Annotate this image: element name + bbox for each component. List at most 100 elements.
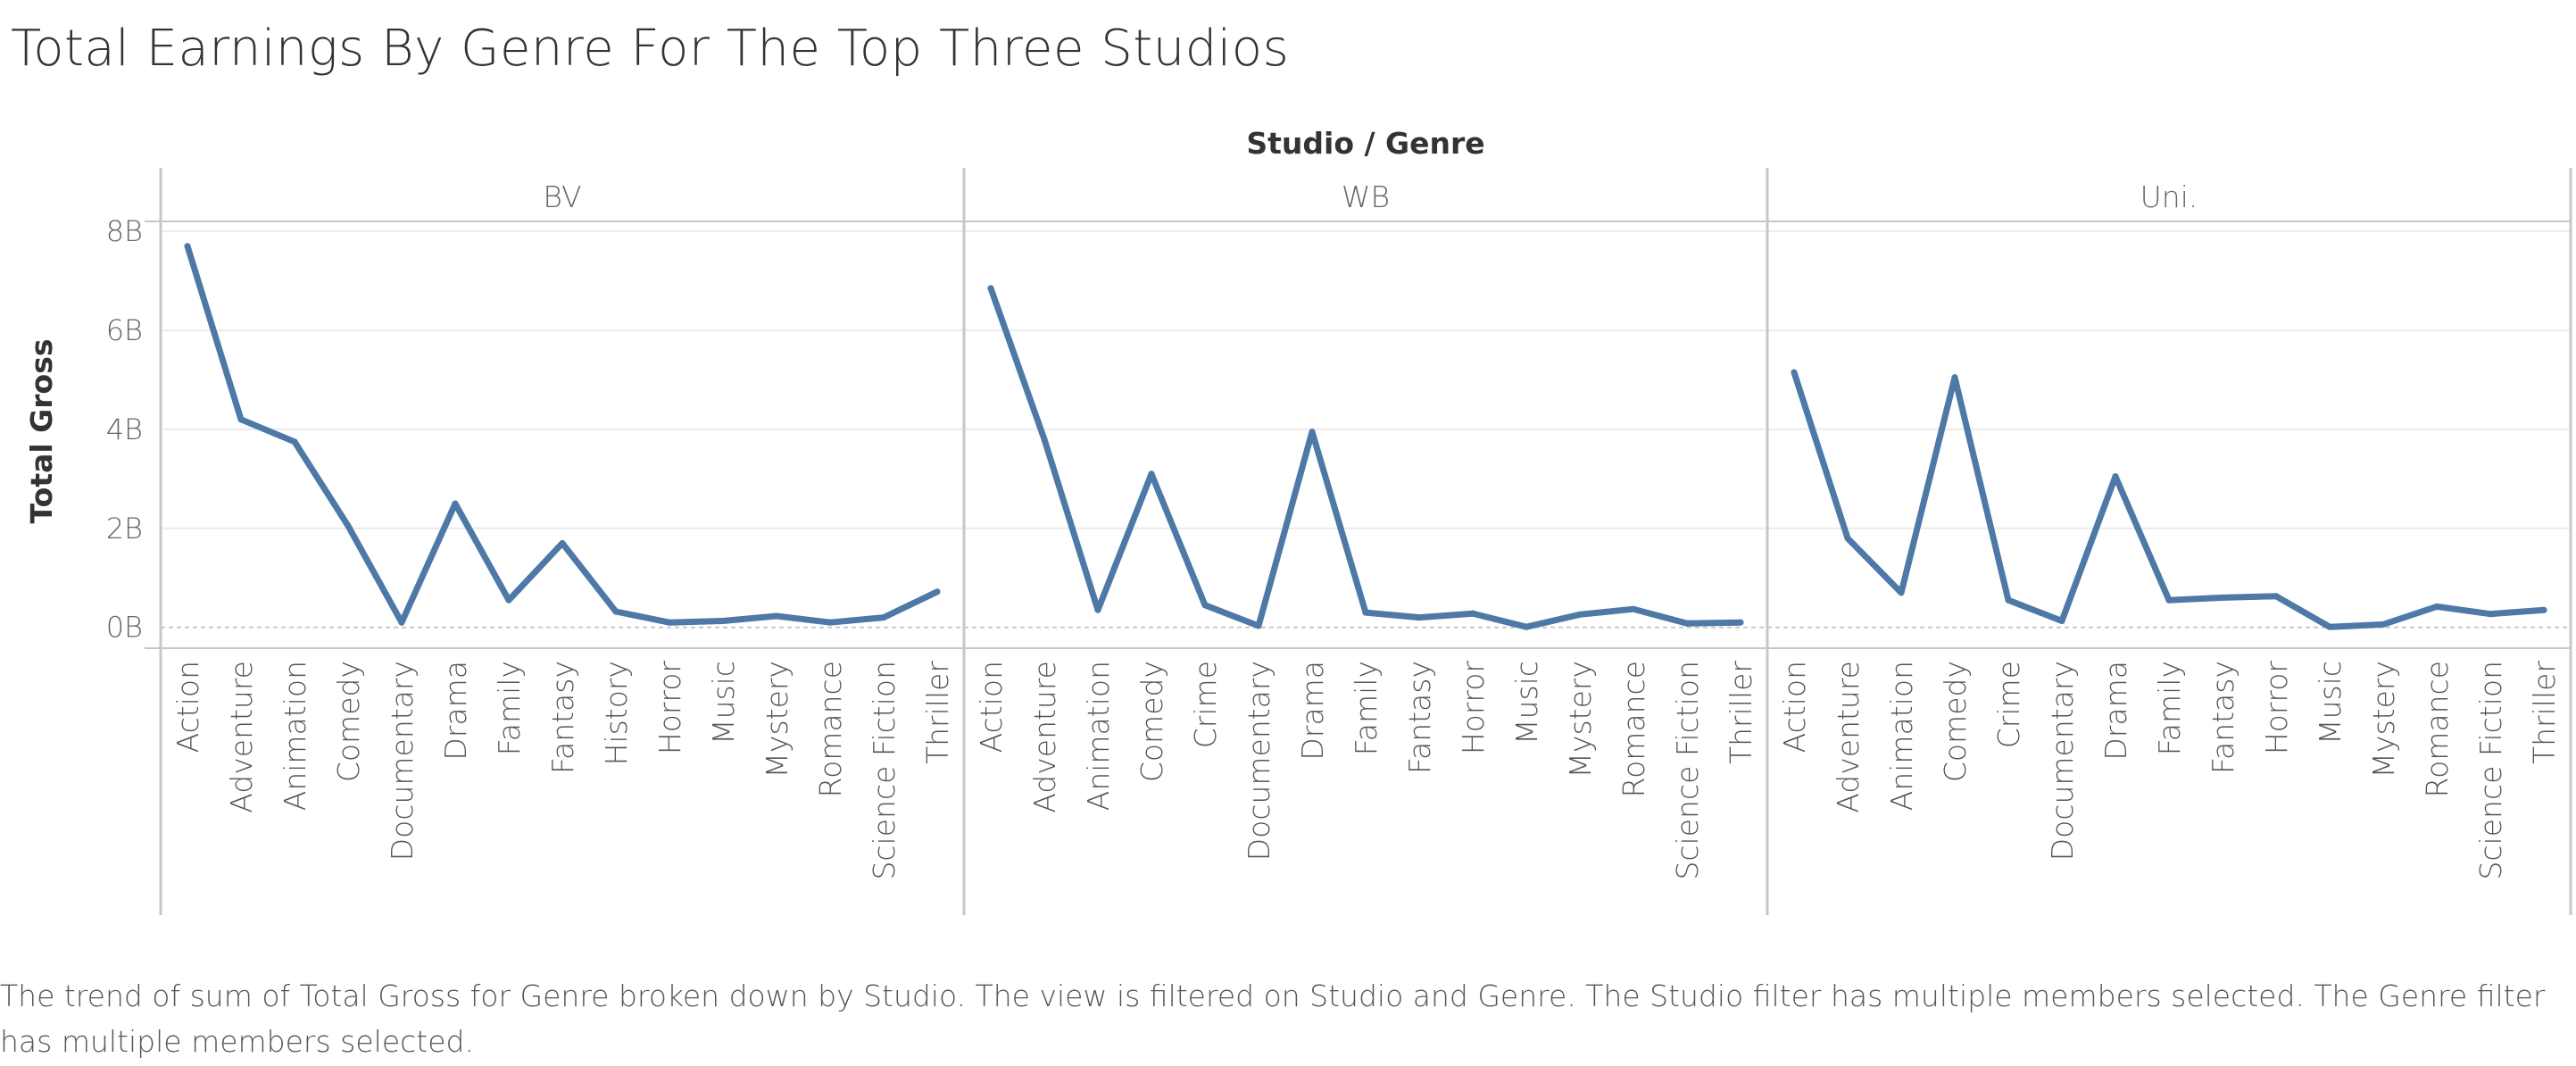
data-point (505, 596, 512, 604)
data-point (666, 619, 673, 626)
data-point (1255, 622, 1262, 629)
x-tick-label: Mystery (760, 661, 794, 779)
x-tick-label: Mystery (2366, 661, 2401, 779)
x-tick-label: Romance (2420, 661, 2455, 797)
x-tick-label: Thriller (1724, 661, 1758, 764)
data-point (2433, 603, 2440, 610)
x-tick-label: Mystery (1563, 661, 1598, 779)
data-point (2058, 618, 2065, 625)
x-tick-label: Adventure (1027, 661, 1062, 813)
x-tick-label: Crime (1188, 661, 1223, 748)
data-point (880, 614, 887, 621)
data-point (773, 612, 780, 620)
x-tick-label: Fantasy (1402, 661, 1437, 774)
panel-header-wb: WB (1342, 179, 1390, 214)
data-point (1309, 429, 1316, 436)
x-tick-label: Fantasy (545, 661, 580, 774)
x-tick-label: Crime (1991, 661, 2026, 748)
data-point (1844, 535, 1851, 542)
x-tick-label: Comedy (1938, 661, 1973, 782)
y-tick-label: 2B (106, 512, 143, 545)
x-tick-label: Drama (1295, 661, 1330, 761)
x-tick-label: Animation (1081, 661, 1116, 811)
y-tick-label: 8B (106, 214, 143, 248)
data-point (827, 619, 834, 626)
x-tick-label: History (599, 661, 634, 765)
x-tick-label: Thriller (2527, 661, 2562, 764)
data-point (1683, 620, 1691, 627)
data-point (1362, 609, 1369, 616)
data-point (1094, 606, 1101, 613)
data-point (1469, 610, 1476, 617)
series-line (987, 285, 1744, 630)
series-line (184, 243, 941, 626)
x-tick-label: Family (1349, 661, 1384, 755)
y-tick-label: 6B (106, 313, 143, 347)
x-tick-label: Adventure (224, 661, 259, 813)
data-point (2326, 623, 2333, 630)
data-point (1416, 614, 1423, 621)
data-point (1148, 471, 1155, 478)
x-tick-label: Science Fiction (1670, 661, 1705, 880)
x-tick-label: Adventure (1831, 661, 1866, 813)
x-tick-label: Science Fiction (2473, 661, 2508, 880)
x-tick-label: Drama (2098, 661, 2133, 761)
data-point (934, 588, 941, 595)
x-tick-label: Horror (1456, 661, 1491, 755)
data-point (559, 539, 566, 546)
data-point (1201, 602, 1209, 609)
data-point (1576, 611, 1583, 618)
chart-plot: 0B 2B 4B 6B 8B BV Action Adventure Animation Come… (106, 168, 2572, 915)
data-point (345, 522, 352, 529)
x-tick-label: Action (974, 661, 1009, 753)
data-point (1737, 619, 1744, 626)
data-point (2112, 473, 2119, 480)
data-point (2540, 606, 2547, 613)
x-tick-label: Drama (438, 661, 473, 761)
x-tick-label: Action (170, 661, 205, 753)
x-tick-label: Family (492, 661, 527, 755)
data-point (719, 618, 727, 625)
data-point (1898, 589, 1905, 596)
x-tick-label: Romance (1616, 661, 1651, 797)
chart-area: Studio / Genre Total Gross 0B 2B 4B 6B 8B BV A… (24, 126, 2572, 915)
data-point (2380, 620, 2387, 628)
data-point (2219, 594, 2226, 601)
x-tick-label: Documentary (385, 661, 420, 861)
data-point (2005, 596, 2012, 604)
data-point (612, 608, 619, 615)
data-point (1791, 369, 1798, 376)
column-header: Studio / Genre (1246, 126, 1484, 161)
data-point (1523, 623, 1530, 630)
data-point (1951, 374, 1958, 381)
x-tick-label: Music (706, 661, 741, 745)
x-tick-label: Comedy (1134, 661, 1169, 782)
x-tick-label: Animation (1884, 661, 1919, 811)
series-line (1791, 369, 2547, 630)
x-tick-label: Horror (2259, 661, 2294, 755)
x-tick-label: Animation (278, 661, 312, 811)
data-point (2487, 611, 2494, 618)
data-point (237, 416, 245, 423)
panel-header-uni: Uni. (2140, 179, 2198, 214)
panel-header-bv: BV (543, 179, 581, 214)
chart-caption: The trend of sum of Total Gross for Genr… (0, 979, 2546, 1059)
data-point (2273, 593, 2280, 600)
x-tick-label: Family (2152, 661, 2187, 755)
x-tick-label: Action (1777, 661, 1812, 753)
data-point (2165, 596, 2173, 604)
data-point (1041, 436, 1048, 443)
x-tick-label: Horror (652, 661, 687, 755)
x-tick-label: Science Fiction (867, 661, 902, 880)
chart-title: Total Earnings By Genre For The Top Thre… (11, 20, 1290, 78)
x-tick-label: Romance (813, 661, 848, 797)
data-point (987, 285, 994, 292)
x-tick-label: Documentary (2045, 661, 2080, 861)
x-tick-label: Thriller (920, 661, 955, 764)
x-tick-label: Comedy (331, 661, 366, 782)
data-point (291, 438, 298, 446)
x-tick-label: Fantasy (2206, 661, 2240, 774)
y-tick-label: 0B (106, 611, 143, 645)
y-axis-title: Total Gross (24, 339, 59, 524)
x-tick-label: Music (2313, 661, 2347, 745)
